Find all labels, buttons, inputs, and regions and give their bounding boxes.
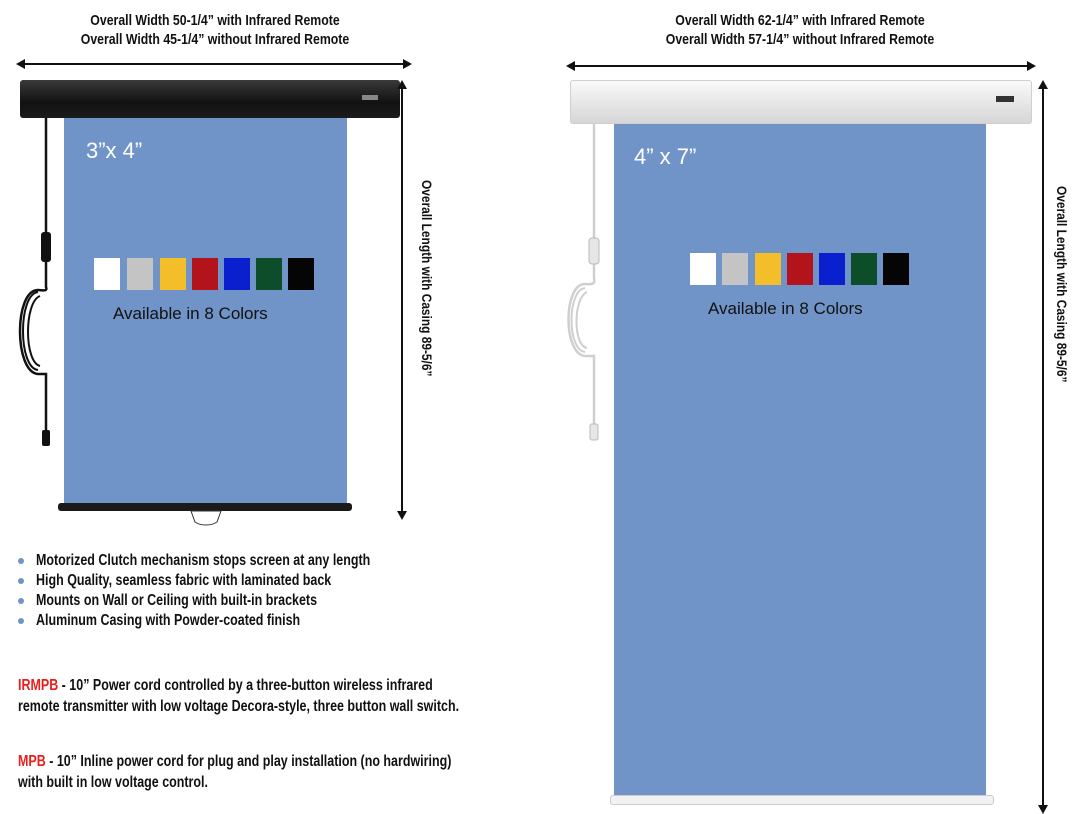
left-power-cord [18, 116, 51, 446]
left-width-label: Overall Width 50-1/4” with Infrared Remo… [20, 11, 410, 49]
left-screen [64, 116, 347, 508]
right-swatch-yellow [755, 253, 781, 285]
model-code-mpb: MPB [18, 753, 46, 770]
right-swatch-red [787, 253, 813, 285]
right-swatch-black [883, 253, 909, 285]
left-casing [20, 80, 400, 118]
right-colors-label: Available in 8 Colors [708, 299, 863, 318]
left-pull-handle [190, 510, 222, 526]
right-power-cord [567, 118, 600, 441]
right-width-arrow [566, 61, 1036, 71]
model-code-irmpb: IRMPB [18, 677, 59, 694]
bullet-icon [18, 558, 24, 564]
right-casing-badge [996, 96, 1014, 102]
right-swatch-green [851, 253, 877, 285]
bullet-icon [18, 598, 24, 604]
model-mpb-line-2: with built in low voltage control. [18, 774, 208, 791]
right-bottom-bar [610, 795, 994, 805]
feature-text: High Quality, seamless fabric with lamin… [36, 572, 332, 589]
left-swatch-yellow [160, 258, 186, 290]
left-size-label: 3”x 4” [86, 138, 143, 163]
left-swatch-white [94, 258, 120, 290]
feature-text: Mounts on Wall or Ceiling with built-in … [36, 592, 318, 609]
right-size-label: 4” x 7” [634, 144, 697, 169]
left-length-arrow [397, 80, 407, 520]
left-swatch-blue [224, 258, 250, 290]
left-width-arrow [16, 59, 412, 69]
right-swatch-blue [819, 253, 845, 285]
left-casing-badge [362, 95, 378, 100]
left-width-line-1: Overall Width 50-1/4” with Infrared Remo… [90, 12, 340, 29]
right-width-label: Overall Width 62-1/4” with Infrared Remo… [560, 11, 1040, 49]
right-width-line-1: Overall Width 62-1/4” with Infrared Remo… [675, 12, 925, 29]
model-irmpb-desc-1: - 10” Power cord controlled by a three-b… [58, 677, 433, 694]
right-screen [614, 120, 986, 800]
right-length-label: Overall Length with Casing 89-5/6” [1054, 186, 1070, 383]
model-mpb-line-1: MPB - 10” Inline power cord for plug and… [18, 751, 451, 772]
left-swatch-red [192, 258, 218, 290]
feature-text: Aluminum Casing with Powder-coated finis… [36, 612, 301, 629]
left-swatch-green [256, 258, 282, 290]
right-casing [570, 80, 1032, 124]
left-width-line-2: Overall Width 45-1/4” without Infrared R… [80, 31, 350, 48]
left-bottom-bar [58, 503, 352, 511]
left-colors-label: Available in 8 Colors [113, 304, 268, 323]
right-swatch-white [690, 253, 716, 285]
left-swatch-gray [127, 258, 153, 290]
feature-text: Motorized Clutch mechanism stops screen … [36, 552, 371, 569]
model-irmpb-line-1: IRMPB - 10” Power cord controlled by a t… [18, 675, 433, 696]
right-swatch-gray [722, 253, 748, 285]
right-width-line-2: Overall Width 57-1/4” without Infrared R… [665, 31, 935, 48]
model-irmpb-line-2: remote transmitter with low voltage Deco… [18, 698, 460, 715]
model-mpb-desc-1: - 10” Inline power cord for plug and pla… [45, 753, 452, 770]
left-swatch-black [288, 258, 314, 290]
bullet-icon [18, 578, 24, 584]
bullet-icon [18, 618, 24, 624]
right-length-arrow [1038, 80, 1048, 814]
left-length-label: Overall Length with Casing 89-5/6” [419, 180, 435, 377]
